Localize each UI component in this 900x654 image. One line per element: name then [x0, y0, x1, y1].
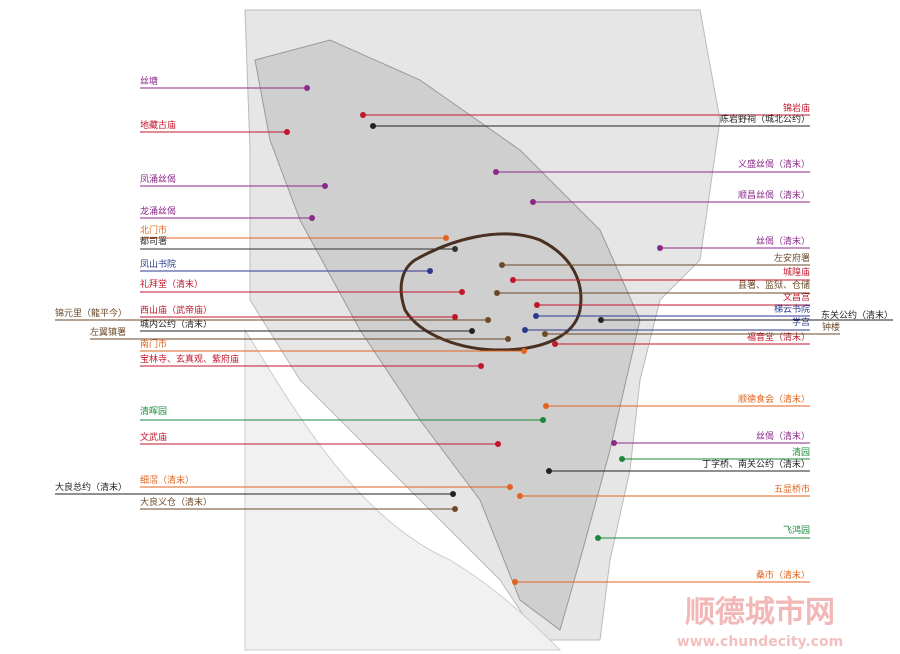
watermark-url: www.chundecity.com	[677, 634, 843, 650]
poi-dot	[493, 169, 499, 175]
poi-label: 南门市	[140, 338, 167, 350]
poi-label: 左安府署	[774, 252, 810, 264]
poi-label: 细滘（清末）	[140, 474, 194, 486]
poi-label: 西山庙（武帝庙）	[140, 304, 212, 316]
poi-label: 顺昌丝偈（清末）	[738, 189, 810, 201]
poi-dot	[530, 199, 536, 205]
poi-label: 大良义仓（清末）	[140, 496, 212, 508]
poi-label: 城内公约（清末）	[140, 318, 212, 330]
poi-dot	[542, 331, 548, 337]
poi-label: 县署、监狱、仓储	[738, 279, 810, 291]
poi-dot	[521, 348, 527, 354]
poi-dot	[452, 506, 458, 512]
poi-label: 龙涌丝偈	[140, 205, 176, 217]
poi-dot	[657, 245, 663, 251]
poi-label: 北门市	[140, 224, 167, 236]
poi-dot	[552, 341, 558, 347]
poi-dot	[510, 277, 516, 283]
poi-dot	[309, 215, 315, 221]
poi-label: 陈岩野祠（城北公约）	[720, 113, 810, 125]
poi-dot	[505, 336, 511, 342]
poi-dot	[595, 535, 601, 541]
poi-label: 梯云书院	[774, 303, 810, 315]
watermark-title: 顺德城市网	[685, 595, 835, 630]
poi-label: 左翼镇署	[90, 326, 126, 338]
poi-label: 都司署	[140, 236, 167, 247]
poi-dot	[619, 456, 625, 462]
poi-label: 丝偈（清末）	[756, 430, 810, 442]
city-wall	[399, 232, 583, 352]
poi-label: 学宫	[792, 316, 810, 328]
poi-dot	[546, 468, 552, 474]
poi-dot	[517, 493, 523, 499]
poi-dot	[543, 403, 549, 409]
poi-dot	[459, 289, 465, 295]
poi-label: 福音堂（清末）	[747, 331, 810, 343]
poi-label: 城隍庙	[783, 266, 810, 278]
poi-dot	[370, 123, 376, 129]
poi-label: 丝偈（清末）	[756, 235, 810, 247]
poi-dot	[534, 302, 540, 308]
poi-label: 凤涌丝偈	[140, 173, 176, 185]
hills	[244, 328, 562, 651]
poi-label: 大良总约（清末）	[55, 481, 127, 493]
poi-dot	[533, 313, 539, 319]
poi-label: 五显桥市	[774, 483, 810, 495]
poi-label: 清园	[792, 446, 810, 458]
poi-dot	[512, 579, 518, 585]
poi-dot	[304, 85, 310, 91]
poi-dot	[360, 112, 366, 118]
poi-label: 钟楼	[822, 321, 840, 333]
poi-dot	[540, 417, 546, 423]
poi-dot	[485, 317, 491, 323]
poi-dot	[611, 440, 617, 446]
poi-label: 丁字桥、南关公约（清末）	[702, 458, 810, 470]
poi-label: 飞鸿园	[783, 524, 810, 536]
poi-dot	[452, 314, 458, 320]
poi-label: 文昌宫	[783, 291, 810, 303]
poi-label: 地藏古庙	[140, 119, 176, 131]
poi-label: 凤山书院	[140, 258, 176, 270]
poi-label: 锦岩庙	[783, 102, 810, 114]
poi-dot	[322, 183, 328, 189]
poi-dot	[450, 491, 456, 497]
poi-dot	[495, 441, 501, 447]
poi-dot	[443, 235, 449, 241]
poi-dot	[507, 484, 513, 490]
poi-dot	[478, 363, 484, 369]
poi-label: 清晖园	[140, 405, 167, 417]
poi-label: 宝林寺、玄真观、紫府庙	[140, 353, 239, 365]
poi-dot	[284, 129, 290, 135]
poi-label: 桑市（清末）	[756, 569, 810, 581]
poi-dot	[522, 327, 528, 333]
poi-label: 义盛丝偈（清末）	[738, 158, 810, 170]
poi-label: 丝塘	[140, 75, 158, 87]
poi-dot	[469, 328, 475, 334]
poi-dot	[427, 268, 433, 274]
poi-dot	[598, 317, 604, 323]
poi-label: 东关公约（清末）	[821, 309, 893, 321]
poi-dot	[499, 262, 505, 268]
poi-dot	[494, 290, 500, 296]
poi-label: 礼拜堂（清末）	[140, 278, 203, 290]
poi-label: 锦元里（龍平今）	[55, 307, 127, 319]
poi-dot	[452, 246, 458, 252]
poi-label: 文武庙	[140, 431, 167, 443]
poi-label: 顺德食会（清末）	[738, 393, 810, 405]
